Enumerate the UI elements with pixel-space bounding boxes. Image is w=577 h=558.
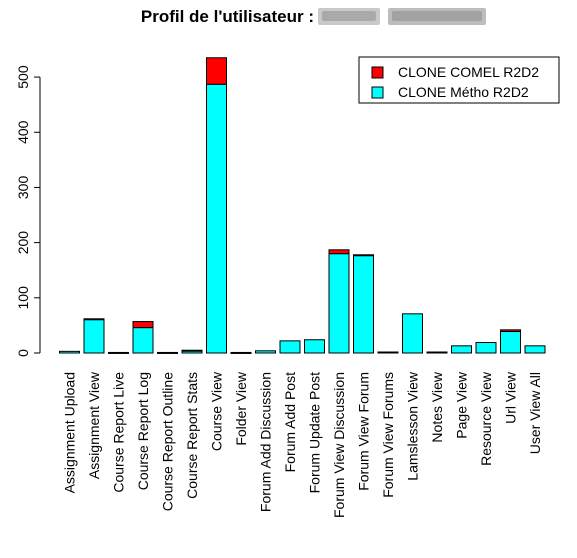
category-label: Course Report Stats [184,372,200,499]
category-label: Url View [503,371,519,424]
legend: CLONE COMEL R2D2 CLONE Métho R2D2 [358,56,560,104]
category-label: Lamslesson View [405,371,421,481]
bar-metho [157,351,178,354]
category-label: Course Report Log [135,372,151,490]
chart-title: Profil de l'utilisateur : [141,7,314,26]
bar-comel [328,249,350,255]
bar-comel [353,254,374,257]
category-label: Resource View [478,371,494,466]
y-tick-label: 300 [15,176,31,200]
category-label: Folder View [233,371,249,446]
y-tick-label: 100 [15,286,31,310]
category-label: Forum Update Post [307,372,323,493]
bar-metho [83,318,105,354]
x-axis-labels: Assignment Upload Assignment View Course R… [62,371,544,518]
bar-comel [500,329,521,332]
category-label: Course Report Live [111,372,127,493]
category-label: Course View [209,371,225,451]
bar-comel [83,318,105,321]
category-label: Forum Add Post [282,372,298,472]
category-label: User View All [527,372,543,454]
bar-metho [426,351,448,354]
bar-metho [475,342,497,354]
category-label: Forum View Discussion [331,372,347,518]
redacted-username-blur [318,8,486,25]
bar-comel [132,321,154,329]
y-tick-label: 200 [15,231,31,255]
y-tick-label: 500 [15,65,31,89]
bar-metho [524,345,546,354]
category-label: Course Report Outline [160,372,176,512]
category-label: Assignment Upload [62,372,78,493]
bar-metho [377,351,399,354]
bar-metho [255,350,276,354]
bar-metho [328,253,350,354]
bar-metho [451,345,472,354]
bar-comel [206,57,227,85]
legend-swatch [371,66,384,79]
category-label: Page View [454,371,470,439]
bar-metho [353,254,374,354]
bar-metho [206,83,227,354]
bar-metho [108,351,129,354]
y-tick-label: 0 [15,349,31,357]
legend-label: CLONE Métho R2D2 [398,84,529,100]
bar-metho [402,313,423,354]
legend-label: CLONE COMEL R2D2 [398,64,539,80]
bar-metho [279,340,301,354]
bar-metho [500,330,521,354]
category-label: Forum Add Discussion [258,372,274,512]
bar-metho [230,351,252,354]
bar-metho [132,327,154,354]
legend-box [358,56,560,104]
category-label: Forum View Forum [356,372,372,491]
y-tick-label: 400 [15,120,31,144]
bar-metho [304,339,325,354]
bar-metho [59,350,80,354]
bar-comel [181,349,203,352]
plot-area [59,57,546,354]
y-axis: 0 100 200 300 400 500 [15,65,41,357]
category-label: Assignment View [86,371,102,479]
category-label: Forum View Forums [380,372,396,498]
legend-swatch [371,86,384,99]
category-label: Notes View [429,371,445,442]
